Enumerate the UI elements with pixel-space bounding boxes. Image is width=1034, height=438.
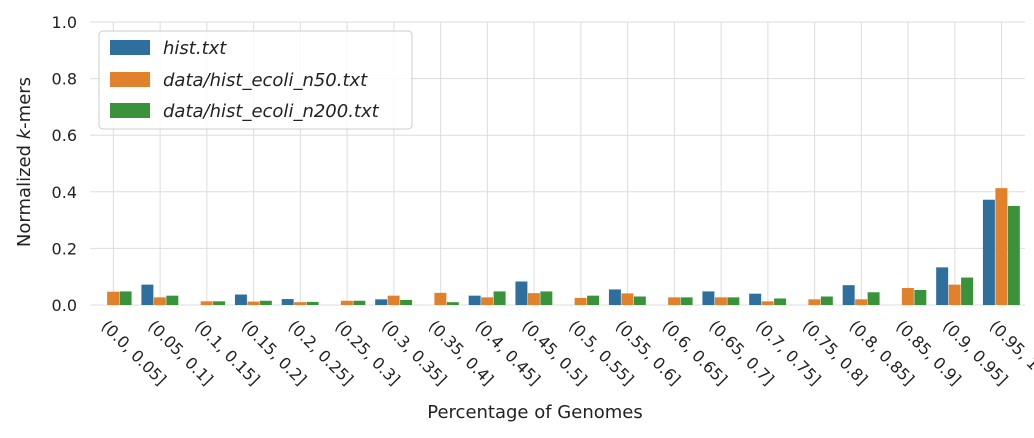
bar-1-12 [608,289,621,305]
legend-swatch-hist [110,40,150,55]
bar-3-8 [446,302,459,305]
y-tick-label: 0.4 [52,183,77,202]
bar-2-17 [855,299,868,305]
bar-2-16 [808,299,821,305]
legend-box [98,30,413,130]
bar-2-6 [340,300,353,305]
bar-2-14 [714,297,727,305]
bar-3-4 [259,300,272,305]
bar-3-6 [353,300,366,305]
bar-2-8 [434,292,447,305]
legend-label-n200: data/hist_ecoli_n200.txt [163,101,380,122]
bar-3-14 [727,297,740,305]
legend-swatch-n50 [110,72,150,87]
bar-2-15 [761,301,774,305]
bar-3-9 [493,291,506,305]
bar-2-20 [995,188,1008,305]
bar-1-14 [702,291,715,305]
bar-2-9 [481,297,494,305]
bar-2-5 [294,302,307,305]
bar-3-11 [587,295,600,305]
bar-3-20 [1007,205,1020,305]
bar-2-13 [668,297,681,305]
bar-3-3 [213,301,226,305]
bar-2-19 [948,284,961,305]
bar-3-5 [306,301,319,305]
legend-swatch-n200 [110,103,150,118]
legend: hist.txt data/hist_ecoli_n50.txt data/hi… [98,30,413,130]
bar-2-18 [901,288,914,305]
bar-3-7 [400,299,413,305]
bar-1-7 [375,299,388,305]
bar-3-10 [540,291,553,305]
x-axis-label: Percentage of Genomes [427,402,642,423]
bar-3-1 [119,291,132,305]
bar-3-18 [914,290,927,305]
bar-3-16 [820,296,833,305]
bar-1-2 [141,284,154,305]
bars [107,188,1020,305]
bar-1-19 [936,267,949,305]
bar-3-13 [680,297,693,305]
bar-3-15 [774,298,787,305]
bar-2-12 [621,293,634,305]
y-tick-label: 0.6 [52,126,77,145]
bar-2-11 [574,297,587,305]
bar-1-20 [982,199,995,305]
bar-2-1 [107,291,120,305]
y-tick-label: 0.2 [52,239,77,258]
y-tick-label: 1.0 [52,13,77,32]
bar-3-17 [867,292,880,305]
x-tick-labels: (0.0, 0.05](0.05, 0.1](0.1, 0.15](0.15, … [98,316,1034,389]
bar-1-17 [842,285,855,305]
bar-2-10 [527,293,540,305]
bar-3-2 [166,295,179,305]
bar-1-4 [234,294,247,305]
bar-2-3 [200,301,213,305]
y-axis-label: Normalized k-mers [14,77,35,247]
bar-2-7 [387,295,400,305]
bar-2-4 [247,301,260,305]
legend-label-hist: hist.txt [163,38,227,59]
bar-3-19 [961,277,974,305]
y-tick-label: 0.0 [52,296,77,315]
bar-1-10 [515,281,528,305]
y-tick-label: 0.8 [52,70,77,89]
legend-label-n50: data/hist_ecoli_n50.txt [163,70,368,91]
bar-3-12 [633,296,646,305]
bar-1-15 [749,293,762,305]
bar-1-5 [281,299,294,305]
bar-1-9 [468,295,481,305]
y-tick-labels: 0.0 0.2 0.4 0.6 0.8 1.0 [52,13,77,315]
bar-2-2 [153,297,166,305]
